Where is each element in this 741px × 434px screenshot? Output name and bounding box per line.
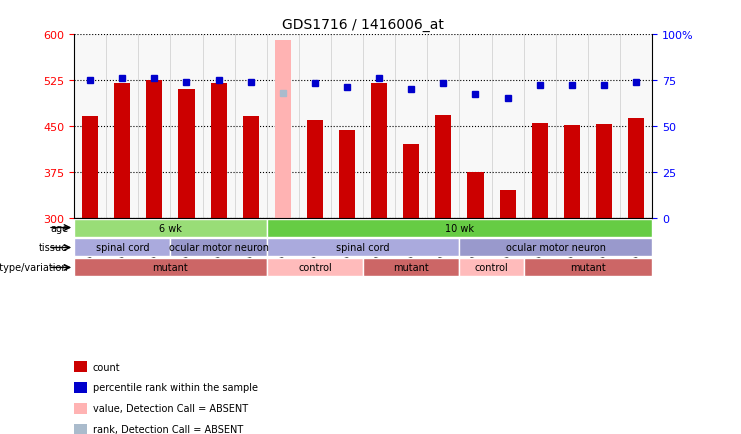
Text: control: control: [475, 263, 508, 273]
Bar: [628, 119, 644, 218]
Text: mutant: mutant: [393, 263, 429, 273]
Bar: [532, 124, 548, 218]
Text: mutant: mutant: [153, 263, 188, 273]
Bar: [459, 259, 524, 277]
Bar: [267, 219, 652, 237]
Bar: [564, 126, 579, 218]
Bar: [146, 81, 162, 218]
Bar: [179, 90, 194, 218]
Text: mutant: mutant: [570, 263, 605, 273]
Text: spinal cord: spinal cord: [336, 243, 390, 253]
Bar: [275, 41, 290, 218]
Bar: [468, 172, 483, 218]
Text: value, Detection Call = ABSENT: value, Detection Call = ABSENT: [93, 404, 247, 413]
Text: rank, Detection Call = ABSENT: rank, Detection Call = ABSENT: [93, 424, 243, 434]
Text: count: count: [93, 362, 120, 372]
Text: spinal cord: spinal cord: [96, 243, 149, 253]
Text: control: control: [298, 263, 332, 273]
Bar: [403, 145, 419, 218]
Bar: [524, 259, 652, 277]
Title: GDS1716 / 1416006_at: GDS1716 / 1416006_at: [282, 18, 444, 32]
Bar: [243, 117, 259, 218]
Bar: [499, 191, 516, 218]
Text: 10 wk: 10 wk: [445, 223, 474, 233]
Text: tissue: tissue: [39, 243, 68, 253]
Bar: [74, 239, 170, 257]
Bar: [74, 219, 267, 237]
Bar: [435, 115, 451, 218]
Text: ocular motor neuron: ocular motor neuron: [506, 243, 605, 253]
Bar: [114, 84, 130, 218]
Bar: [170, 239, 267, 257]
Bar: [596, 125, 612, 218]
Bar: [371, 84, 387, 218]
Bar: [267, 259, 363, 277]
Bar: [363, 259, 459, 277]
Bar: [459, 239, 652, 257]
Bar: [339, 131, 355, 218]
Bar: [82, 117, 98, 218]
Bar: [74, 259, 267, 277]
Text: 6 wk: 6 wk: [159, 223, 182, 233]
Bar: [210, 84, 227, 218]
Bar: [307, 120, 323, 218]
Text: percentile rank within the sample: percentile rank within the sample: [93, 383, 258, 392]
Text: ocular motor neuron: ocular motor neuron: [169, 243, 268, 253]
Text: genotype/variation: genotype/variation: [0, 263, 68, 273]
Bar: [267, 239, 459, 257]
Text: age: age: [50, 223, 68, 233]
